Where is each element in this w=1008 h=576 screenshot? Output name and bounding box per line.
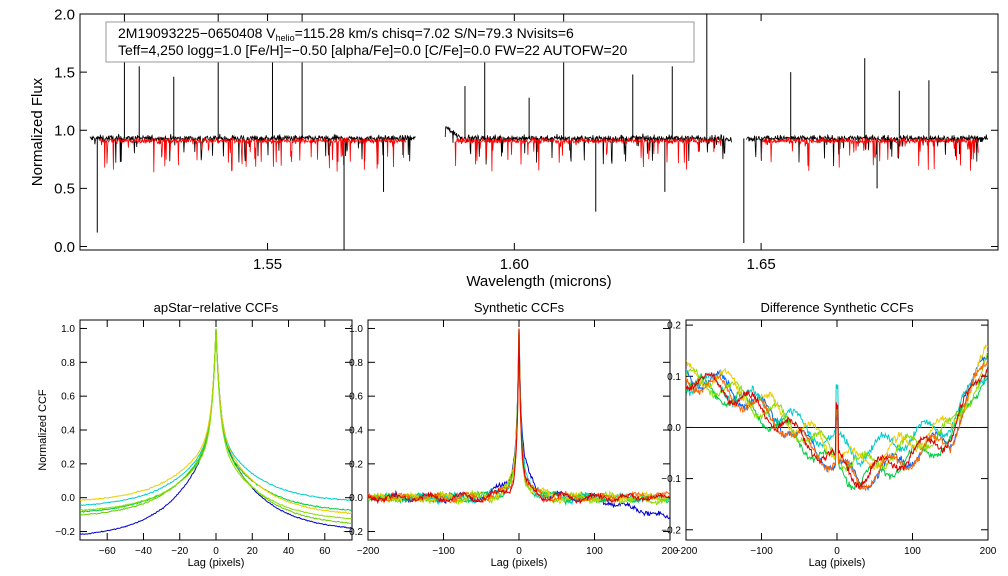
spectrum-ytick-label: 1.5: [54, 64, 75, 81]
ccf3-xtick-label: −200: [675, 546, 698, 557]
ccf2-ytick-label: 0.8: [349, 358, 363, 369]
spectrum-ytick-label: 1.0: [54, 123, 75, 140]
ccf2-ytick-label: 1.0: [349, 324, 363, 335]
spectrum-xtick-label: 1.55: [253, 256, 282, 273]
ccf1-ytick-label: 1.0: [61, 324, 75, 335]
ccf2-xtick-label: −200: [357, 546, 380, 557]
spectrum-frame: [79, 13, 999, 251]
ccf2-axes: −200 −100 0 100 200 −0.2 0.0 0.2 0.4 0.6 0.8 1.0 Syn…: [343, 300, 679, 569]
ccf1-series-visit5: [80, 328, 352, 515]
model-segment: [454, 136, 722, 172]
ccf1-xlabel: Lag (pixels): [188, 557, 245, 569]
spectrum-xtick-label: 1.65: [746, 256, 775, 273]
ccf2-xtick-label: 0: [516, 546, 522, 557]
ccf3-series-visit6: [686, 361, 988, 492]
annotation-star: 2M19093225−0650408 V: [118, 25, 276, 41]
ccf3-xtick-label: 0: [834, 546, 840, 557]
ccf2-title: Synthetic CCFs: [474, 300, 565, 315]
ccf2-ytick-label: 0.4: [349, 426, 363, 437]
ccf1-xtick-label: −40: [135, 546, 152, 557]
annotation-sub: helio: [276, 33, 295, 43]
ccf1-lines: [80, 328, 352, 535]
ccf3-title: Difference Synthetic CCFs: [761, 300, 914, 315]
ccf3-xtick-label: 100: [904, 546, 921, 557]
ccf1-series-visit3: [80, 328, 352, 524]
annotation-box: [105, 21, 695, 63]
ccf2-xlabel: Lag (pixels): [491, 557, 548, 569]
spectrum-xtick-label: 1.60: [500, 256, 529, 273]
ccf3-xlabel: Lag (pixels): [809, 557, 866, 569]
spectrum-ytick-label: 0.0: [54, 239, 75, 256]
ccf1-xtick-label: 20: [247, 546, 259, 557]
ccf2-ytick-label: 0.0: [349, 493, 363, 504]
ccf2-ytick-label: 0.6: [349, 392, 363, 403]
ccf1-xtick-label: −60: [99, 546, 116, 557]
ccf1-ytick-label: 0.2: [61, 459, 75, 470]
ccf1-ylabel: Normalized CCF: [37, 389, 49, 471]
spectrum-ytick-label: 0.5: [54, 181, 75, 198]
ccf1-xtick-label: 60: [319, 546, 331, 557]
ccf1-xtick-label: 40: [283, 546, 295, 557]
ccf1-ytick-label: 0.0: [61, 493, 75, 504]
ccf2-xtick-label: 200: [662, 546, 679, 557]
ccf3-lines: [686, 344, 988, 492]
ccf1-ytick-label: 0.4: [61, 426, 75, 437]
model-segment: [760, 136, 979, 171]
ccf3-series-visit5: [686, 344, 988, 471]
ccf3-ytick-label: −0.1: [661, 474, 681, 485]
ccf3-frame: [685, 319, 989, 541]
observed-segment: [89, 133, 416, 163]
ccf1-xtick-label: −20: [171, 546, 188, 557]
annotation-line-2: Teff=4,250 logg=1.0 [Fe/H]=−0.50 [alpha/…: [118, 42, 627, 58]
spectrum-ylabel: Normalized Flux: [29, 77, 46, 186]
ccf1-series-visit1: [80, 328, 352, 535]
ccf3-series-visit7: [686, 365, 988, 489]
ccf1-series-visit4: [80, 328, 352, 513]
spectrum-axes: 1.55 1.60 1.65 0.0 0.5 1.0 1.5 2.0 Wavelength (m…: [29, 6, 999, 290]
ccf1-axes: −60 −40 −20 0 20 40 60 −0.2 0.0 0.2 0.4 0.6 0.8 1.0 ap…: [37, 300, 353, 569]
ccf1-xtick-label: 0: [213, 546, 219, 557]
ccf3-xtick-label: 200: [980, 546, 997, 557]
spectrum-ytick-label: 2.0: [54, 6, 75, 23]
ccf1-series-visit2: [80, 328, 352, 507]
model-segment: [99, 136, 407, 173]
ccf3-ytick-label: 0.0: [667, 423, 681, 434]
ccf3-ytick-label: 0.2: [667, 321, 681, 332]
ccf2-xtick-label: −100: [432, 546, 455, 557]
ccf3-ytick-label: 0.1: [667, 372, 681, 383]
spectrum-xlabel: Wavelength (microns): [466, 273, 611, 290]
ccf2-lines: [368, 328, 670, 520]
ccf2-xtick-label: 100: [586, 546, 603, 557]
ccf2-series-visit7: [368, 328, 670, 505]
ccf1-ytick-label: −0.2: [55, 527, 75, 538]
ccf3-ytick-label: −0.2: [661, 525, 681, 536]
ccf1-ytick-label: 0.8: [61, 358, 75, 369]
ccf3-xtick-label: −100: [750, 546, 773, 557]
ccf1-ytick-label: 0.6: [61, 392, 75, 403]
annotation-stats: =115.28 km/s chisq=7.02 S/N=79.3 Nvisits…: [295, 25, 574, 41]
ccf1-title: apStar−relative CCFs: [154, 300, 279, 315]
observed-segment: [444, 125, 732, 165]
ccf2-ytick-label: −0.2: [343, 527, 363, 538]
observed-segment: [746, 133, 989, 167]
annotation-line-1: 2M19093225−0650408 Vhelio=115.28 km/s ch…: [118, 25, 574, 43]
ccf1-series-visit6: [80, 328, 352, 520]
ccf2-ytick-label: 0.2: [349, 459, 363, 470]
